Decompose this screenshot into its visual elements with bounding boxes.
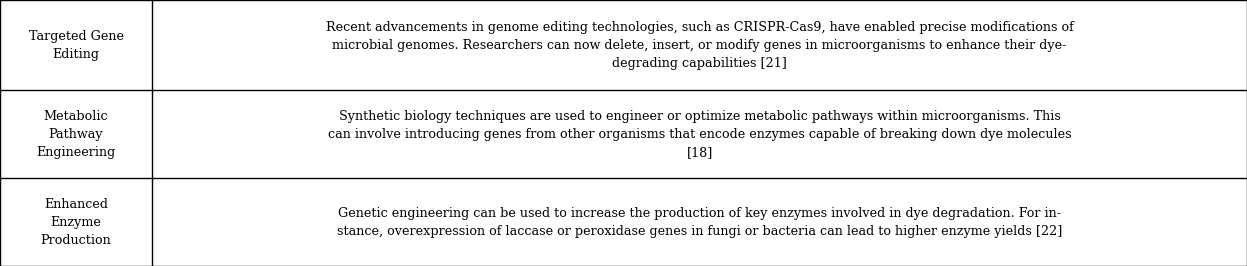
Text: Synthetic biology techniques are used to engineer or optimize metabolic pathways: Synthetic biology techniques are used to… (328, 110, 1071, 159)
Text: Targeted Gene
Editing: Targeted Gene Editing (29, 30, 123, 61)
Text: Recent advancements in genome editing technologies, such as CRISPR-Cas9, have en: Recent advancements in genome editing te… (325, 21, 1074, 70)
Text: Genetic engineering can be used to increase the production of key enzymes involv: Genetic engineering can be used to incre… (337, 207, 1062, 238)
Text: Metabolic
Pathway
Engineering: Metabolic Pathway Engineering (36, 110, 116, 159)
Text: Enhanced
Enzyme
Production: Enhanced Enzyme Production (41, 198, 111, 247)
